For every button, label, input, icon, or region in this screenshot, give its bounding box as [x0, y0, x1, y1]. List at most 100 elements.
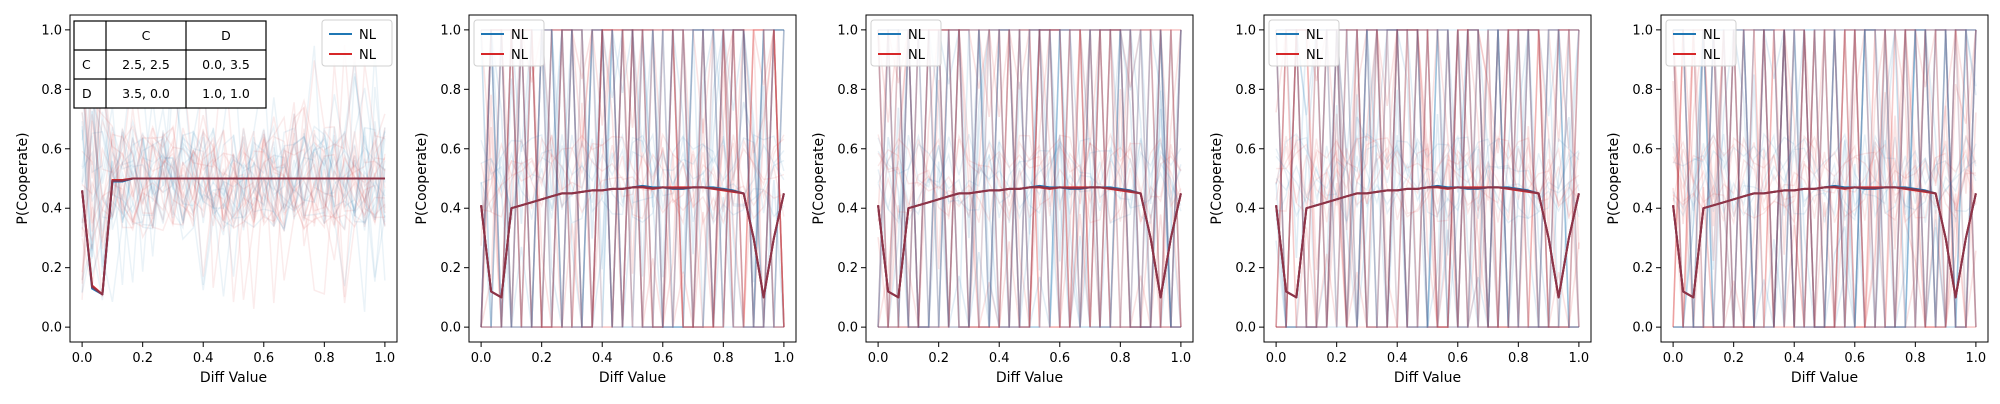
background-trace [1672, 136, 1977, 221]
background-trace [1673, 29, 1977, 328]
legend: NL NL [321, 19, 393, 67]
background-trace [1276, 29, 1580, 328]
y-tick-label: 0.2 [837, 261, 858, 276]
background-trace [877, 134, 1182, 225]
y-axis-label: P(Cooperate) [15, 132, 31, 224]
y-tick-label: 0.4 [1235, 202, 1256, 217]
chart-panel-5: 0.0 0.2 0.4 0.6 0.8 1.0 0.0 0.2 0.4 0.6 0.8 1.0 Diff… [1606, 14, 1989, 386]
background-trace [81, 49, 386, 230]
y-tick-label: 0.4 [837, 202, 858, 217]
y-tick-label: 1.0 [41, 23, 62, 38]
background-trace [1275, 29, 1579, 328]
x-tick-label: 0.6 [1844, 351, 1865, 366]
chart-panel-3: 0.0 0.2 0.4 0.6 0.8 1.0 0.0 0.2 0.4 0.6 0.8 1.0 Diff… [811, 14, 1194, 386]
y-tick-label: 0.0 [1632, 321, 1653, 336]
legend-label: NL [511, 48, 529, 63]
axes-frame [865, 14, 1194, 343]
background-trace [1672, 134, 1977, 222]
legend-label: NL [908, 28, 926, 43]
y-tick-label: 0.2 [1235, 261, 1256, 276]
background-trace [81, 113, 386, 296]
background-trace [877, 29, 1182, 328]
background-trace [1672, 29, 1977, 328]
background-trace [480, 136, 785, 219]
background-trace [1275, 29, 1580, 328]
background-trace [1276, 29, 1579, 328]
background-trace [81, 60, 386, 298]
background-trace [1672, 133, 1977, 223]
x-axis-label: Diff Value [599, 370, 666, 386]
x-tick-label: 0.6 [1447, 351, 1468, 366]
y-tick-label: 1.0 [1632, 23, 1653, 38]
background-trace [877, 134, 1182, 225]
background-trace [481, 29, 784, 328]
x-tick-label: 0.4 [1784, 351, 1805, 366]
x-tick-label: 1.0 [375, 351, 396, 366]
y-tick-label: 0.6 [440, 142, 461, 157]
y-tick-label: 0.4 [41, 202, 62, 217]
background-trace [480, 134, 785, 220]
legend-label: NL [511, 28, 529, 43]
background-trace [1672, 29, 1977, 328]
background-trace [1672, 29, 1977, 328]
background-trace [877, 138, 1182, 220]
x-tick-label: 0.4 [592, 351, 613, 366]
y-tick-label: 0.4 [1632, 202, 1653, 217]
background-trace [1275, 29, 1580, 328]
background-trace [1672, 29, 1977, 328]
background-trace [480, 29, 785, 328]
x-tick-label: 0.2 [132, 351, 153, 366]
background-trace [877, 136, 1182, 224]
background-trace [1276, 29, 1579, 328]
series-line-overlay [81, 177, 385, 296]
y-tick-label: 1.0 [1235, 23, 1256, 38]
payoff-table: C DC 2.5, 2.5 0.0, 3.5D 3.5, 0.0 1.0, 1.0 [73, 20, 267, 109]
x-tick-label: 0.2 [928, 351, 949, 366]
background-trace [1673, 29, 1977, 328]
background-trace [81, 64, 386, 261]
background-trace [480, 134, 785, 217]
x-tick-label: 1.0 [1171, 351, 1192, 366]
background-trace [878, 29, 1182, 328]
background-trace [481, 29, 784, 328]
background-trace [878, 29, 1181, 328]
background-trace [1672, 29, 1976, 328]
legend-label: NL [1703, 28, 1721, 43]
background-trace [1275, 29, 1579, 328]
x-tick-label: 0.0 [72, 351, 93, 366]
series-line-overlay [1672, 185, 1977, 299]
payoff-table-header: C [142, 28, 151, 43]
background-trace [1672, 135, 1977, 226]
series-line-overlay [877, 185, 1182, 299]
background-trace [81, 76, 386, 230]
legend-box [321, 19, 393, 67]
axes-frame [1263, 14, 1592, 343]
x-tick-label: 0.4 [989, 351, 1010, 366]
y-tick-label: 0.0 [1235, 321, 1256, 336]
legend-label: NL [1306, 28, 1324, 43]
background-trace [480, 29, 784, 328]
x-tick-label: 0.8 [713, 351, 734, 366]
y-axis-label: P(Cooperate) [811, 132, 827, 224]
background-trace [877, 132, 1182, 223]
y-tick-label: 0.8 [41, 83, 62, 98]
legend-box [870, 19, 942, 67]
background-trace [480, 29, 784, 328]
background-trace [81, 49, 386, 304]
background-trace [1673, 29, 1977, 328]
background-trace [1673, 29, 1977, 328]
y-tick-label: 0.8 [1235, 83, 1256, 98]
y-tick-label: 1.0 [837, 23, 858, 38]
chart-panel-1: 0.0 0.2 0.4 0.6 0.8 1.0 0.0 0.2 0.4 0.6 0.8 1.0 Diff… [15, 14, 398, 386]
background-trace [480, 134, 785, 220]
background-trace [1672, 29, 1977, 328]
y-tick-label: 0.6 [837, 142, 858, 157]
background-trace [1276, 29, 1580, 328]
background-trace [480, 29, 785, 328]
legend: NL NL [870, 19, 942, 67]
background-trace [81, 86, 386, 303]
x-axis-label: Diff Value [1394, 370, 1461, 386]
background-trace [480, 29, 784, 328]
background-trace [81, 51, 386, 236]
